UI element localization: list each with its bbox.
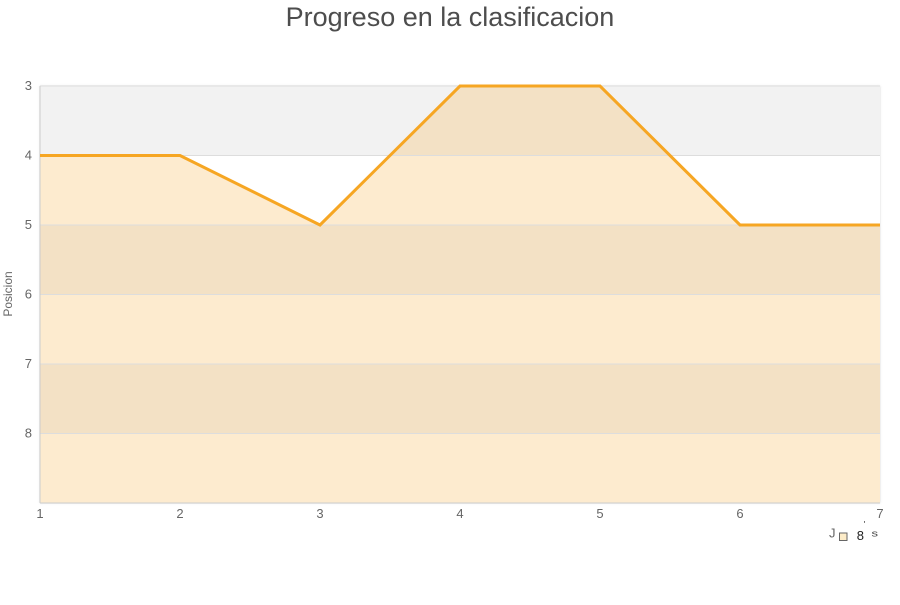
svg-text:J: J [829,526,836,541]
svg-text:5: 5 [25,217,32,232]
svg-text:3: 3 [316,506,323,521]
svg-text:4: 4 [456,506,463,521]
svg-text:6: 6 [25,287,32,302]
svg-text:2: 2 [176,506,183,521]
svg-text:Posicion: Posicion [1,271,15,316]
svg-text:3: 3 [25,78,32,93]
svg-text:4: 4 [25,148,32,163]
svg-text:1: 1 [36,506,43,521]
svg-text:s: s [872,529,879,539]
svg-text:8: 8 [25,426,32,441]
svg-text:': ' [864,520,866,530]
svg-text:7: 7 [25,356,32,371]
svg-text:6: 6 [736,506,743,521]
svg-text:7: 7 [876,506,883,521]
svg-text:8: 8 [857,528,864,543]
svg-text:5: 5 [596,506,603,521]
